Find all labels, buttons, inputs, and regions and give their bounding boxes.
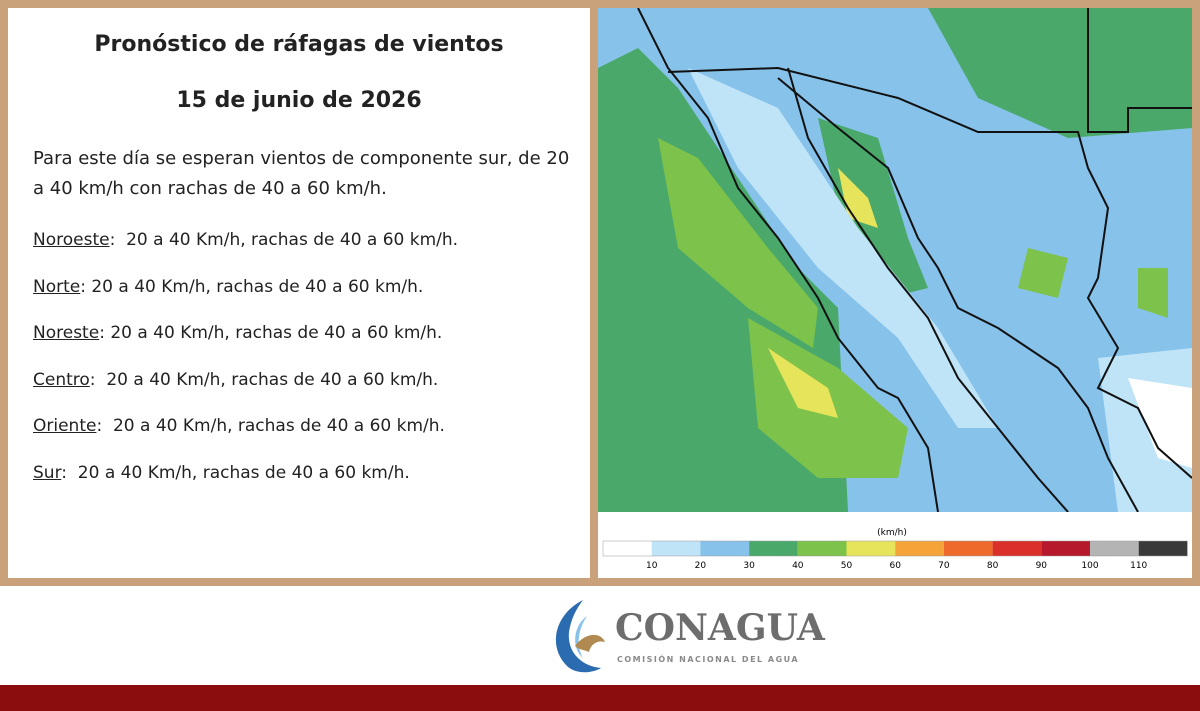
legend-tick-label: 80 [987,561,999,571]
legend-swatch [1041,541,1090,556]
map-borders [637,8,1192,513]
legend-swatch [749,541,798,556]
legend-swatch [1090,541,1139,556]
text-panel: Pronóstico de ráfagas de vientos 15 de j… [8,8,590,578]
region-name: Noroeste [33,230,110,250]
region: Oriente: 20 a 40 Km/h, rachas de 40 a 60… [33,416,458,463]
legend-tick-label: 60 [889,561,901,571]
region-text: : 20 a 40 Km/h, rachas de 40 a 60 km/h. [89,369,439,390]
legend: 10 20 30 40 50 60 70 80 90 100 110 [602,540,1188,571]
legend-swatch [603,541,652,556]
region-text: : 20 a 40 Km/h, rachas de 40 a 60 km/h. [80,276,424,297]
legend-swatch [992,541,1042,556]
region-text: : 20 a 40 Km/h, rachas de 40 a 60 km/h. [99,323,443,343]
legend-tick-label: 70 [938,561,950,571]
region-name: Noreste [33,323,100,343]
region: Sur: 20 a 40 Km/h, rachas de 40 a 60 km/… [33,463,458,510]
legend-tick-label: 90 [1036,561,1048,571]
legend-tick-label: 50 [841,561,853,571]
region-name: Sur [33,462,62,483]
legend-swatch [651,541,701,556]
date: 15 de junio de 2026 [176,88,422,113]
legend-swatch [943,541,993,556]
legend-tick-label: 30 [743,561,755,571]
logo: CONAGUA COMISIÓN NACIONAL DEL AGUA [555,600,826,673]
legend-swatch [700,541,750,556]
legend-unit: (km/h) [877,528,907,538]
region-list: Noroeste: 20 a 40 Km/h, rachas de 40 a 6… [33,230,458,509]
region: Norte: 20 a 40 Km/h, rachas de 40 a 60 k… [33,277,458,324]
legend-tick-label: 110 [1130,561,1147,571]
region-text: : 20 a 40 Km/h, rachas de 40 a 60 km/h. [96,416,445,436]
map-fields [598,8,1192,512]
legend-outline [602,540,1188,557]
logo-name: CONAGUA [615,607,826,649]
intro: Para este día se esperan vientos de comp… [33,148,570,199]
region: Centro: 20 a 40 Km/h, rachas de 40 a 60 … [33,370,458,417]
map-panel: (km/h) 10 20 30 40 50 60 70 80 90 100 110 [598,8,1192,578]
footer-bar [0,685,1200,711]
legend-tick-label: 10 [646,561,658,571]
legend-tick-label: 20 [695,561,707,571]
logo-subtitle: COMISIÓN NACIONAL DEL AGUA [617,653,799,664]
region-name: Norte [33,276,81,297]
title: Pronóstico de ráfagas de vientos [94,32,504,57]
region-text: : 20 a 40 Km/h, rachas de 40 a 60 km/h. [109,230,459,250]
legend-swatch [846,541,896,556]
legend-swatch [797,541,847,556]
legend-tick-label: 40 [792,561,804,571]
region-name: Oriente [33,416,97,436]
region: Noroeste: 20 a 40 Km/h, rachas de 40 a 6… [33,230,458,277]
region-name: Centro [33,369,90,390]
region: Noreste: 20 a 40 Km/h, rachas de 40 a 60… [33,323,458,370]
region-text: : 20 a 40 Km/h, rachas de 40 a 60 km/h. [61,462,410,483]
legend-swatch [895,541,944,556]
legend-tick-label: 100 [1081,561,1098,571]
legend-swatch [1138,541,1188,556]
